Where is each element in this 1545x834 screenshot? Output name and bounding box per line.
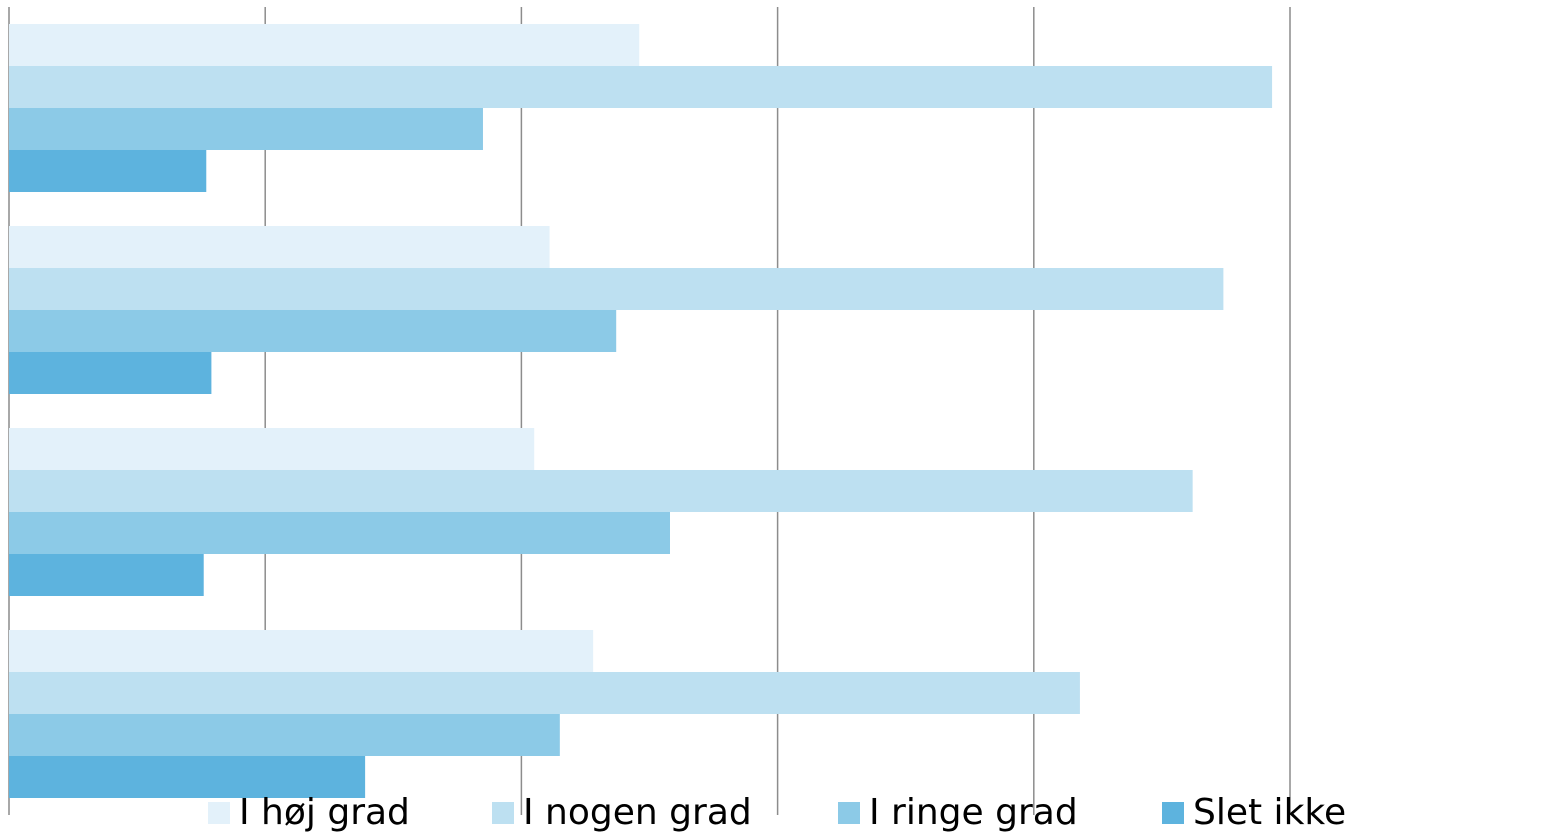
bar <box>9 672 1080 714</box>
bar <box>9 470 1193 512</box>
bar <box>9 268 1224 310</box>
bar <box>9 226 550 268</box>
legend-label: I høj grad <box>239 792 410 833</box>
legend-swatch <box>1162 802 1184 824</box>
bar <box>9 352 212 394</box>
legend-label: I nogen grad <box>523 792 752 833</box>
legend-swatch <box>208 802 230 824</box>
bar <box>9 630 594 672</box>
bar <box>9 512 670 554</box>
bar <box>9 756 366 798</box>
legend-swatch <box>492 802 514 824</box>
legend-label: Slet ikke <box>1193 792 1346 833</box>
bar <box>9 714 560 756</box>
legend-swatch <box>838 802 860 824</box>
bar <box>9 310 617 352</box>
legend-label: I ringe grad <box>869 792 1078 833</box>
bar <box>9 24 640 66</box>
bar <box>9 108 483 150</box>
bar <box>9 428 535 470</box>
bar <box>9 150 207 192</box>
bar <box>9 554 204 596</box>
bar <box>9 66 1273 108</box>
